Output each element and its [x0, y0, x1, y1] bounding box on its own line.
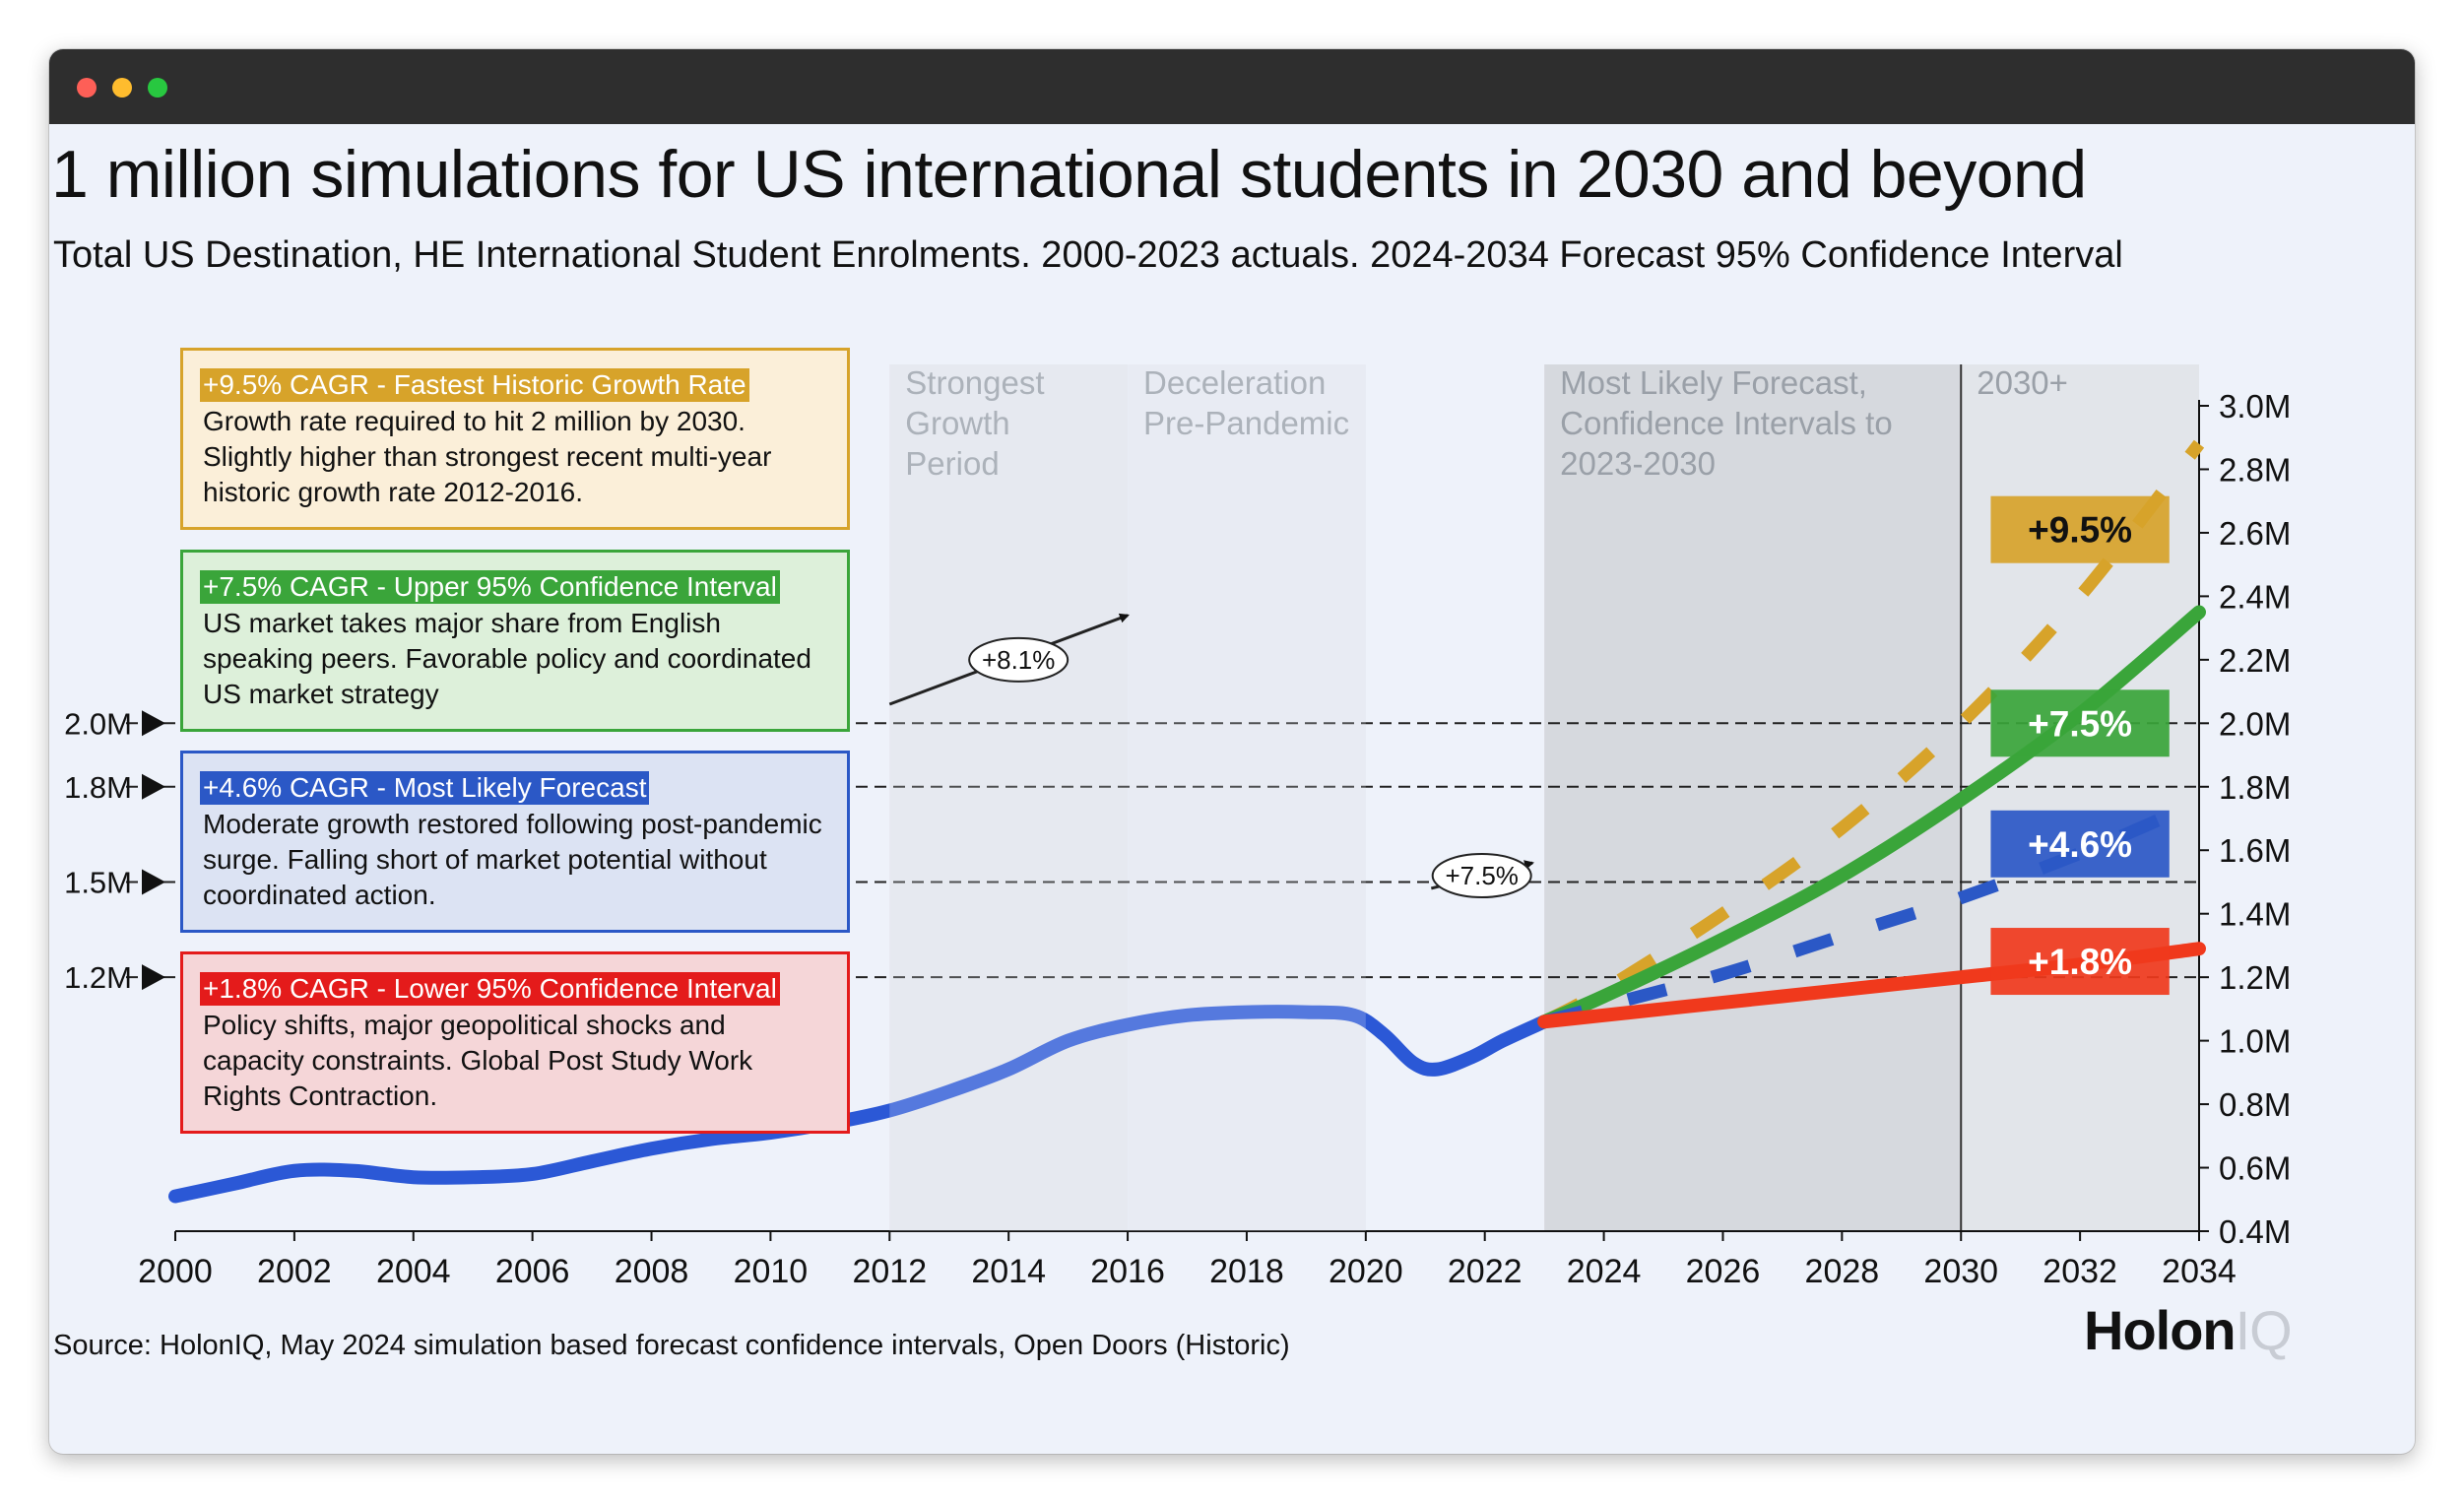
reference-label-2-0m: 2.0M: [64, 706, 132, 741]
cagr-1-8-callout: +1.8% CAGR - Lower 95% Confidence Interv…: [180, 951, 850, 1134]
period-band-deceleration-pre-pandemic: [1128, 364, 1366, 1231]
end-badge-7-5: +7.5%: [1990, 689, 2170, 757]
period-band-2030: [1961, 364, 2199, 1231]
cagr-4-6-body: Moderate growth restored following post-…: [203, 809, 822, 910]
x-tick-label-2012: 2012: [852, 1253, 927, 1290]
cagr-9-5-body: Growth rate required to hit 2 million by…: [203, 406, 772, 507]
annotation-oval-2: [1431, 853, 1532, 899]
x-tick-label-2022: 2022: [1448, 1253, 1523, 1290]
chart-subtitle: Total US Destination, HE International S…: [53, 234, 2123, 276]
end-badge-4-6: +4.6%: [1990, 810, 2170, 878]
x-tick-label-2032: 2032: [2043, 1253, 2117, 1290]
cagr-1-8-body: Policy shifts, major geopolitical shocks…: [203, 1010, 753, 1111]
x-tick-label-2000: 2000: [138, 1253, 213, 1290]
x-tick-label-2010: 2010: [734, 1253, 809, 1290]
holoniq-logo: HolonIQ: [2084, 1298, 2293, 1362]
reference-label-1-5m: 1.5M: [64, 865, 132, 899]
end-badge-text-7-5: +7.5%: [2028, 703, 2132, 744]
series-line-actuals: [168, 1005, 1552, 1204]
x-tick-label-2002: 2002: [257, 1253, 332, 1290]
x-tick-label-2018: 2018: [1209, 1253, 1284, 1290]
y-tick-label-1-8m: 1.8M: [2219, 769, 2291, 806]
x-tick-label-2028: 2028: [1805, 1253, 1880, 1290]
reference-marker-1-8m: [142, 773, 165, 800]
y-tick-label-2-4m: 2.4M: [2219, 578, 2291, 615]
app-window: 1 million simulations for US internation…: [49, 49, 2415, 1454]
y-tick-label-0-4m: 0.4M: [2219, 1213, 2291, 1250]
cagr-1-8-header: +1.8% CAGR - Lower 95% Confidence Interv…: [200, 972, 780, 1006]
end-badge-box-1-8: [1990, 928, 2170, 996]
period-label-most-likely-forecast-confidence-intervals-to-2023-2030: Most Likely Forecast, Confidence Interval…: [1560, 364, 1893, 482]
end-badge-text-9-5: +9.5%: [2028, 510, 2132, 551]
reference-marker-1-2m: [142, 964, 165, 991]
annotation-label-1: +8.1%: [982, 645, 1055, 675]
x-tick-label-2020: 2020: [1329, 1253, 1403, 1290]
y-tick-label-3-0m: 3.0M: [2219, 388, 2291, 425]
x-tick-label-2006: 2006: [495, 1253, 570, 1290]
period-band-most-likely-forecast-confidence-intervals-to-2023-2030: [1544, 364, 1962, 1231]
y-tick-label-2-8m: 2.8M: [2219, 451, 2291, 488]
cagr-7-5-header: +7.5% CAGR - Upper 95% Confidence Interv…: [200, 570, 780, 604]
cagr-4-6-header: +4.6% CAGR - Most Likely Forecast: [200, 771, 650, 805]
y-tick-label-1-0m: 1.0M: [2219, 1023, 2291, 1060]
x-tick-label-2030: 2030: [1923, 1253, 1998, 1290]
maximize-window-button[interactable]: [148, 78, 167, 98]
period-label-2030: 2030+: [1977, 364, 2068, 401]
minimize-window-button[interactable]: [112, 78, 132, 98]
logo-bold-text: Holon: [2084, 1299, 2237, 1361]
reference-marker-2-0m: [142, 710, 165, 737]
y-tick-label-2-6m: 2.6M: [2219, 515, 2291, 552]
end-badge-box-7-5: [1990, 689, 2170, 757]
cagr-7-5-body: US market takes major share from English…: [203, 608, 811, 709]
y-tick-label-2-0m: 2.0M: [2219, 705, 2291, 742]
annotation-oval-1: [968, 636, 1070, 683]
y-tick-label-1-4m: 1.4M: [2219, 896, 2291, 933]
x-tick-label-2026: 2026: [1686, 1253, 1761, 1290]
series-line-9-5-cagr: [1541, 439, 2205, 1028]
period-band-strongest-growth-period: [889, 364, 1129, 1231]
y-tick-label-2-2m: 2.2M: [2219, 642, 2291, 679]
x-tick-label-2014: 2014: [971, 1253, 1046, 1290]
end-badge-box-4-6: [1990, 810, 2170, 878]
y-tick-label-0-6m: 0.6M: [2219, 1150, 2291, 1187]
period-label-strongest-growth-period: StrongestGrowthPeriod: [905, 364, 1044, 482]
end-badge-box-9-5: [1990, 495, 2170, 563]
logo-light-text: IQ: [2235, 1299, 2293, 1361]
period-label-deceleration-pre-pandemic: DecelerationPre-Pandemic: [1143, 364, 1349, 441]
x-tick-label-2016: 2016: [1090, 1253, 1165, 1290]
cagr-4-6-callout: +4.6% CAGR - Most Likely Forecast Modera…: [180, 751, 850, 933]
end-badge-1-8: +1.8%: [1990, 928, 2170, 996]
x-tick-label-2008: 2008: [615, 1253, 689, 1290]
chart-title: 1 million simulations for US internation…: [51, 137, 2087, 212]
y-tick-label-1-6m: 1.6M: [2219, 832, 2291, 869]
end-badge-text-4-6: +4.6%: [2028, 824, 2132, 865]
end-badge-9-5: +9.5%: [1990, 495, 2170, 563]
y-tick-label-1-2m: 1.2M: [2219, 959, 2291, 996]
reference-label-1-8m: 1.8M: [64, 770, 132, 805]
x-tick-label-2034: 2034: [2162, 1253, 2237, 1290]
cagr-9-5-header: +9.5% CAGR - Fastest Historic Growth Rat…: [200, 368, 749, 402]
x-tick-label-2024: 2024: [1567, 1253, 1642, 1290]
reference-label-1-2m: 1.2M: [64, 960, 132, 995]
reference-marker-1-5m: [142, 869, 165, 895]
end-badge-text-1-8: +1.8%: [2028, 942, 2132, 982]
cagr-9-5-callout: +9.5% CAGR - Fastest Historic Growth Rat…: [180, 348, 850, 530]
x-tick-label-2004: 2004: [376, 1253, 451, 1290]
source-note: Source: HolonIQ, May 2024 simulation bas…: [53, 1330, 1290, 1361]
annotation-label-2: +7.5%: [1445, 861, 1518, 890]
period-fade-overlay: [889, 364, 1366, 1231]
cagr-7-5-callout: +7.5% CAGR - Upper 95% Confidence Interv…: [180, 550, 850, 732]
window-titlebar: [49, 49, 2415, 124]
y-tick-label-0-8m: 0.8M: [2219, 1086, 2291, 1123]
forecast-chart: StrongestGrowthPeriod DecelerationPre-Pan…: [64, 364, 2291, 1290]
close-window-button[interactable]: [77, 78, 97, 98]
